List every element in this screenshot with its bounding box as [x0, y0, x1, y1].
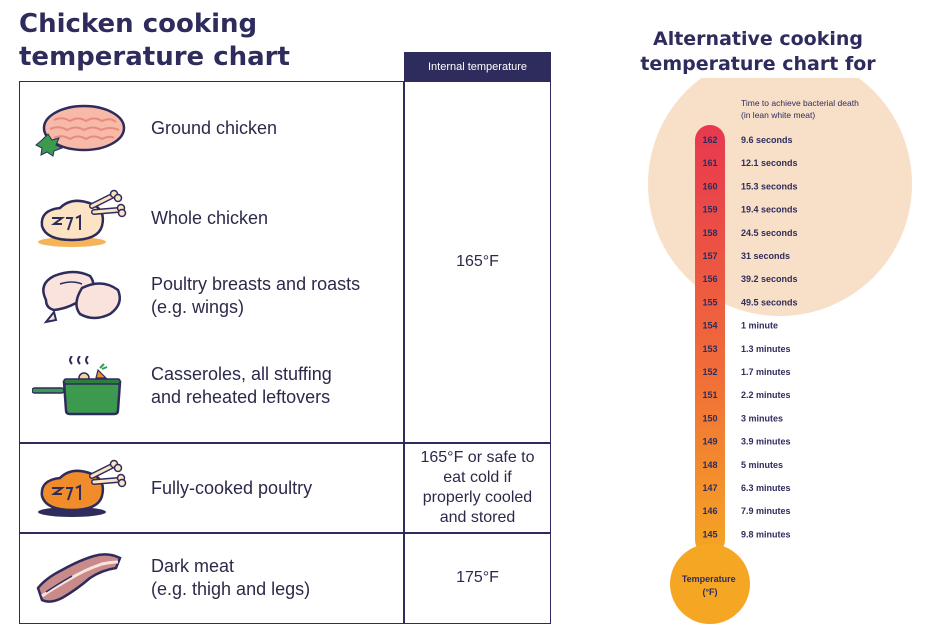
time-value-label: 24.5 seconds	[741, 228, 798, 238]
table-row: Whole chicken	[20, 188, 403, 248]
temperature-tick-label: 145	[702, 529, 717, 539]
time-value-label: 1.3 minutes	[741, 344, 791, 354]
temperature-tick-label: 156	[702, 274, 717, 284]
row-label: Whole chicken	[151, 207, 269, 228]
time-value-label: 3 minutes	[741, 413, 783, 423]
temperature-axis-label: Temperature (°F)	[682, 574, 738, 597]
table-row: Poultry breasts and roasts (e.g. wings)	[20, 266, 403, 326]
temperature-tick-label: 147	[702, 483, 717, 493]
time-value-label: 49.5 seconds	[741, 297, 798, 307]
temperature-tick-label: 157	[702, 251, 717, 261]
time-value-label: 2.2 minutes	[741, 390, 791, 400]
column-header: Internal temperature	[404, 52, 551, 81]
thermometer-rows: 162 9.6 seconds 161 12.1 seconds 160 15.3 sec…	[702, 135, 797, 539]
table-row: Casseroles, all stuffing and reheated le…	[20, 356, 403, 416]
whole-chicken-icon	[38, 189, 127, 247]
temperature-table: Internal temperature Ground chicken	[19, 52, 551, 624]
table-row: Fully-cooked poultry	[20, 458, 403, 518]
temperature-tick-label: 150	[702, 413, 717, 423]
column-divider	[403, 82, 405, 623]
temperature-cell: 175°F	[456, 569, 499, 586]
table-grid: Ground chicken Whole chicken	[19, 81, 551, 624]
temperature-axis-label-line2: (°F)	[702, 587, 717, 597]
temperature-tick-label: 153	[702, 344, 717, 354]
table-row: Dark meat (e.g. thigh and legs)	[20, 548, 403, 608]
temperature-tick-label: 155	[702, 297, 717, 307]
page-title: Chicken cooking temperature chart	[19, 9, 290, 72]
casserole-pot-icon	[32, 356, 122, 416]
cooked-poultry-icon	[38, 459, 127, 517]
ground-chicken-icon	[35, 104, 126, 157]
time-value-label: 12.1 seconds	[741, 158, 798, 168]
time-column-header: Time to achieve bacterial death (in lean…	[741, 98, 861, 120]
row-label: Dark meat (e.g. thigh and legs)	[151, 556, 311, 599]
row-label: Poultry breasts and roasts (e.g. wings)	[151, 274, 361, 317]
time-value-label: 6.3 minutes	[741, 483, 791, 493]
time-value-label: 7.9 minutes	[741, 506, 791, 516]
temperature-cell: 165°F or safe to eat cold if properly co…	[420, 448, 535, 526]
thermometer-bulb	[670, 544, 750, 624]
time-value-label: 9.6 seconds	[741, 135, 793, 145]
time-value-label: 31 seconds	[741, 251, 790, 261]
thermometer-tube	[695, 125, 725, 555]
row-label: Ground chicken	[151, 117, 278, 138]
time-value-label: 19.4 seconds	[741, 205, 798, 215]
row-label: Fully-cooked poultry	[151, 477, 313, 498]
temperature-axis-label-line1: Temperature	[682, 574, 736, 584]
row-divider	[20, 532, 550, 534]
alt-chart-title: Alternative cooking temperature chart fo…	[640, 28, 876, 100]
table-row: Ground chicken	[20, 98, 403, 158]
time-value-label: 15.3 seconds	[741, 181, 798, 191]
temperature-tick-label: 162	[702, 135, 717, 145]
row-divider	[20, 442, 550, 444]
time-column-header-line2: (in lean white meat)	[741, 110, 815, 120]
temperature-cell: 165°F	[456, 253, 499, 270]
time-value-label: 9.8 minutes	[741, 529, 791, 539]
temperature-tick-label: 159	[702, 205, 717, 215]
temperature-tick-label: 149	[702, 437, 717, 447]
time-value-label: 3.9 minutes	[741, 437, 791, 447]
dark-meat-icon	[36, 553, 122, 603]
thermometer-chart: Time to achieve bacterial death (in lean…	[648, 78, 912, 624]
temperature-tick-label: 152	[702, 367, 717, 377]
temperature-tick-label: 158	[702, 228, 717, 238]
time-value-label: 39.2 seconds	[741, 274, 798, 284]
temperature-tick-label: 161	[702, 158, 717, 168]
temperature-tick-label: 148	[702, 460, 717, 470]
temperature-tick-label: 160	[702, 181, 717, 191]
time-value-label: 5 minutes	[741, 460, 783, 470]
time-value-label: 1 minute	[741, 321, 778, 331]
temperature-tick-label: 154	[702, 321, 717, 331]
time-column-header-line1: Time to achieve bacterial death	[741, 98, 859, 108]
temperature-tick-label: 151	[702, 390, 717, 400]
temperature-tick-label: 146	[702, 506, 717, 516]
poultry-breasts-icon	[42, 270, 121, 324]
time-value-label: 1.7 minutes	[741, 367, 791, 377]
row-label: Casseroles, all stuffing and reheated le…	[151, 364, 332, 407]
